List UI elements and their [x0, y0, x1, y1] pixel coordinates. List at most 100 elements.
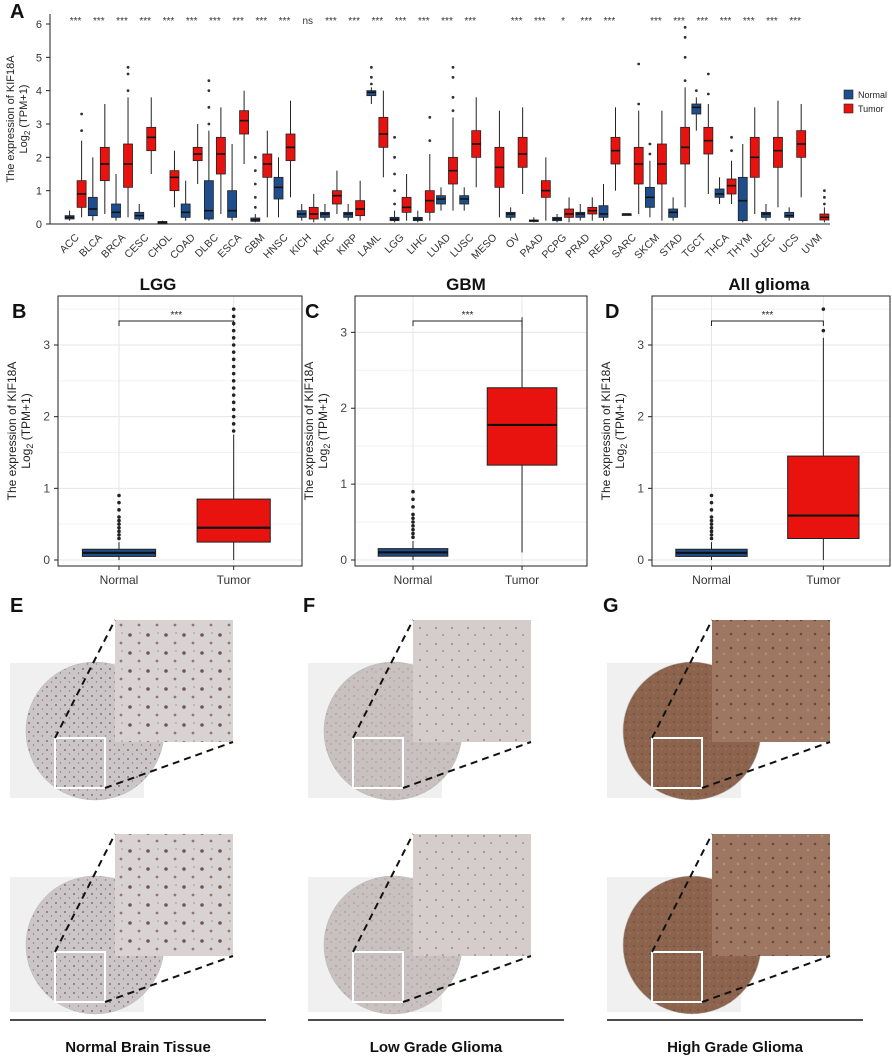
panel-d-y-tick-label: 1 [637, 481, 644, 495]
a-y-tick-label: 3 [36, 119, 42, 131]
panel-b-tumor-outlier [231, 371, 236, 376]
a-tumor-brca-box [123, 143, 133, 188]
a-normal-ucec-box [761, 211, 771, 218]
panel-b-normal-outlier [117, 536, 121, 541]
ihc-f-bottom-zoom-line-bottom [402, 955, 532, 1003]
a-x-label-meso: MESO [469, 232, 499, 262]
panel-d-title: All glioma [728, 275, 810, 294]
a-tumor-ucec-box [773, 136, 783, 168]
a-normal-read-box [598, 205, 609, 218]
a-outlier-point [683, 35, 687, 39]
a-sig-ucec: *** [766, 16, 778, 27]
a-x-label-tgct: TGCT [680, 231, 709, 260]
panel-c-normal-outlier [411, 516, 415, 521]
ihc-e-top-zoom-line-bottom [104, 741, 234, 789]
panel-b-normal-outlier [117, 522, 121, 526]
panel-d-normal-outlier [709, 522, 714, 526]
panel-d-y-tick-label: 3 [637, 338, 644, 352]
panel-d-normal-outlier [709, 508, 714, 512]
panel-b-ylabel-line1: The expression of KIF18A [5, 362, 19, 501]
panel-d-normal-outlier [709, 500, 714, 505]
a-outlier-point [393, 135, 396, 139]
panel-c-normal-outlier [411, 512, 415, 517]
a-tumor-dlbc-box [215, 136, 226, 175]
ihc-caption-2: High Grade Glioma [667, 1039, 804, 1056]
a-normal-thym-box [737, 176, 748, 222]
a-outlier-point [369, 75, 373, 79]
a-outlier-point [393, 202, 396, 206]
a-tumor-sarc-box [633, 146, 644, 185]
ihc-f-bottom-zoom-inset [413, 834, 531, 956]
ihc-g-top-zoom-square [651, 737, 703, 789]
a-outlier-point [637, 62, 641, 66]
panel-d-sig-label: *** [762, 310, 774, 321]
a-sig-esca: *** [232, 16, 244, 27]
panel-d-normal-outlier [709, 536, 714, 541]
a-sig-thym: *** [743, 16, 755, 27]
panel-b-tumor-outlier [231, 364, 236, 369]
a-x-label-luad: LUAD [425, 231, 454, 260]
ihc-g-bottom-zoom-inset [712, 834, 830, 956]
ihc-e-bottom-zoom-square [54, 951, 106, 1003]
panel-label-g: G [603, 595, 619, 617]
panel-b-tumor-outlier [231, 386, 236, 390]
a-sig-ucs: *** [789, 16, 801, 27]
ihc-caption-1: Low Grade Glioma [370, 1039, 503, 1056]
a-sig-kirp: *** [348, 16, 360, 27]
a-outlier-point [683, 55, 687, 59]
a-outlier-point [393, 155, 396, 159]
ihc-caption-0: Normal Brain Tissue [65, 1039, 211, 1056]
a-legend-normal-swatch [843, 89, 854, 100]
a-normal-hnsc-box [273, 176, 284, 200]
a-sig-cesc: *** [139, 16, 151, 27]
panel-b-x-label-normal: Normal [100, 573, 139, 587]
a-outlier-point [451, 95, 455, 99]
panel-d-x-label-tumor: Tumor [806, 573, 840, 587]
a-sig-pcpg: * [561, 16, 565, 27]
ihc-f-top-zoom-line-bottom [402, 741, 532, 789]
panel-d-ylabel-line2: Log2 (TPM+1) [613, 393, 629, 468]
panel-c-normal-outlier [411, 531, 415, 536]
a-outlier-point [683, 79, 687, 83]
panel-label-f: F [303, 595, 315, 617]
a-outlier-point [126, 89, 130, 93]
a-outlier-point [822, 202, 826, 206]
panel-d-y-tick-label: 0 [637, 553, 644, 567]
a-outlier-point [253, 155, 257, 159]
panel-label-a: A [10, 1, 24, 23]
panel-d-normal-outlier [709, 525, 714, 530]
panel-d-ylabel-line1: The expression of KIF18A [599, 362, 613, 501]
panel-d-tumor-box [787, 455, 860, 540]
panel-c-y-tick-label: 0 [340, 553, 347, 567]
a-outlier-point [706, 92, 710, 96]
a-x-label-prad: PRAD [563, 231, 592, 260]
ihc-g-bottom-zoom-line-bottom [701, 955, 831, 1003]
panel-b-tumor-box [196, 498, 271, 543]
a-x-label-thym: THYM [725, 232, 755, 262]
panel-d-sig-bracket [711, 320, 824, 326]
a-sig-dlbc: *** [209, 16, 221, 27]
a-outlier-point [80, 129, 84, 133]
a-tumor-kirc-box [332, 190, 342, 205]
panel-b-normal-outlier [117, 493, 121, 498]
a-x-label-kich: KICH [288, 232, 314, 258]
a-legend-normal-label: Normal [858, 90, 887, 100]
a-x-label-lgg: LGG [383, 232, 407, 256]
a-tumor-kirp-box [355, 200, 366, 217]
a-sig-coad: *** [186, 16, 198, 27]
panel-b-y-tick-label: 0 [43, 553, 50, 567]
a-outlier-point [80, 112, 84, 116]
a-sig-lusc: *** [464, 16, 476, 27]
a-normal-blca-box [87, 196, 98, 217]
a-sig-lgg: *** [395, 16, 407, 27]
panel-b-tumor-outlier [231, 357, 236, 362]
panel-b-sig-label: *** [170, 310, 182, 321]
a-normal-kirp-box [343, 211, 354, 218]
panel-d-normal-outlier [709, 493, 714, 498]
panel-b-y-tick-label: 1 [43, 481, 50, 495]
a-normal-ucs-box [784, 211, 795, 218]
a-x-label-cesc: CESC [122, 231, 151, 260]
panel-b-tumor-outlier [231, 336, 236, 340]
